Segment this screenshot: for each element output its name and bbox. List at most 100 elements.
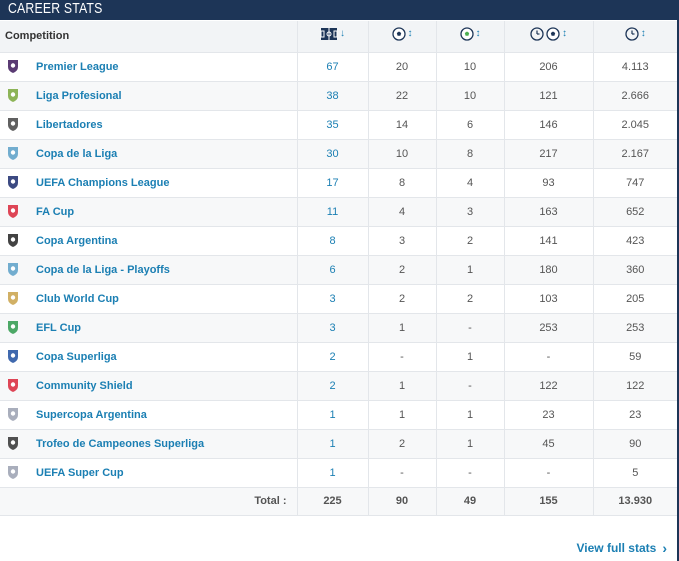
assists-icon — [459, 27, 474, 41]
assists-cell: 2 — [435, 226, 504, 256]
fa-cup-logo — [5, 203, 21, 219]
appearances-cell[interactable]: 2 — [296, 371, 368, 401]
goals-column-header[interactable]: ↕ — [367, 21, 436, 53]
table-row: Trofeo de Campeones Superliga 1 2 1 45 90 — [0, 429, 677, 459]
competition-link[interactable]: Libertadores — [36, 118, 103, 131]
appearances-cell[interactable]: 38 — [296, 81, 368, 111]
competition-link[interactable]: Copa Argentina — [36, 234, 118, 247]
goals-icon — [546, 27, 560, 41]
assists-cell: 2 — [435, 284, 504, 314]
appearances-cell[interactable]: 3 — [296, 313, 368, 343]
competition-link[interactable]: Copa de la Liga - Playoffs — [36, 263, 170, 276]
club-world-cup-logo — [5, 290, 21, 306]
minutes-per-goal-cell: - — [503, 458, 593, 488]
appearances-cell[interactable]: 1 — [296, 458, 368, 488]
minutes-per-goal-cell: 122 — [503, 371, 593, 401]
competition-cell: Trofeo de Campeones Superliga — [0, 429, 297, 459]
table-row: Copa Argentina 8 3 2 141 423 — [0, 226, 677, 256]
appearances-cell[interactable]: 6 — [296, 255, 368, 285]
goals-cell: 4 — [367, 197, 436, 227]
totals-row: Total :225 90 49 155 13.930 — [0, 487, 677, 516]
appearances-cell[interactable]: 17 — [296, 168, 368, 198]
competition-link[interactable]: Premier League — [36, 60, 119, 73]
competition-cell: Club World Cup — [0, 284, 297, 314]
appearances-cell[interactable]: 30 — [296, 139, 368, 169]
chevron-right-icon: › — [662, 540, 667, 556]
goals-cell: 2 — [367, 284, 436, 314]
table-row: Club World Cup 3 2 2 103 205 — [0, 284, 677, 314]
sort-both-icon: ↕ — [407, 27, 413, 39]
appearances-cell[interactable]: 11 — [296, 197, 368, 227]
minutes-per-goal-column-header[interactable]: ↕ — [503, 21, 593, 53]
minutes-played-column-header[interactable]: ↕ — [592, 21, 677, 53]
competition-cell: Copa de la Liga — [0, 139, 297, 169]
goals-cell: 1 — [367, 371, 436, 401]
competition-cell: Premier League — [0, 52, 297, 82]
panel-right-border — [677, 20, 679, 561]
goals-cell: 20 — [367, 52, 436, 82]
appearances-column-header[interactable]: ↓ — [296, 21, 368, 53]
appearances-cell[interactable]: 1 — [296, 400, 368, 430]
clock-icon — [530, 27, 544, 41]
table-row: Copa de la Liga - Playoffs 6 2 1 180 360 — [0, 255, 677, 285]
competition-link[interactable]: UEFA Super Cup — [36, 466, 124, 479]
competition-link[interactable]: Trofeo de Campeones Superliga — [36, 437, 205, 450]
assists-cell: 1 — [435, 429, 504, 459]
appearances-cell[interactable]: 35 — [296, 110, 368, 140]
appearances-cell[interactable]: 1 — [296, 429, 368, 459]
appearances-cell[interactable]: 2 — [296, 342, 368, 372]
appearances-cell[interactable]: 3 — [296, 284, 368, 314]
minutes-played-cell: 23 — [592, 400, 677, 430]
goals-cell: 10 — [367, 139, 436, 169]
assists-cell: 3 — [435, 197, 504, 227]
minutes-per-goal-cell: 163 — [503, 197, 593, 227]
appearances-cell[interactable]: 8 — [296, 226, 368, 256]
assists-cell: 1 — [435, 255, 504, 285]
table-row: Copa Superliga 2-1-59 — [0, 342, 677, 372]
appearances-cell[interactable]: 67 — [296, 52, 368, 82]
copa-superliga-logo — [5, 348, 21, 364]
competition-cell: Community Shield — [0, 371, 297, 401]
total-minutes-per-goal-cell: 155 — [503, 487, 593, 516]
competition-cell: UEFA Super Cup — [0, 458, 297, 488]
competition-link[interactable]: Club World Cup — [36, 292, 119, 305]
assists-cell: - — [435, 371, 504, 401]
assists-column-header[interactable]: ↕ — [435, 21, 504, 53]
minutes-played-cell: 360 — [592, 255, 677, 285]
sort-desc-icon: ↓ — [340, 27, 345, 39]
competition-cell: Copa de la Liga - Playoffs — [0, 255, 297, 285]
table-row: Supercopa Argentina 1 1 1 23 23 — [0, 400, 677, 430]
minutes-played-cell: 5 — [592, 458, 677, 488]
total-appearances-cell: 225 — [296, 487, 368, 516]
competition-link[interactable]: Liga Profesional — [36, 89, 122, 102]
goals-cell: 1 — [367, 400, 436, 430]
minutes-played-cell: 652 — [592, 197, 677, 227]
goals-cell: 1 — [367, 313, 436, 343]
competition-link[interactable]: Supercopa Argentina — [36, 408, 147, 421]
competition-link[interactable]: Copa Superliga — [36, 350, 117, 363]
assists-cell: 10 — [435, 81, 504, 111]
minutes-per-goal-cell: 103 — [503, 284, 593, 314]
minutes-per-goal-cell: 121 — [503, 81, 593, 111]
goals-cell: 2 — [367, 429, 436, 459]
trofeo-de-campeones-logo — [5, 435, 21, 451]
view-full-stats-link[interactable]: View full stats › — [577, 541, 667, 555]
minutes-per-goal-cell: 146 — [503, 110, 593, 140]
total-assists-cell: 49 — [435, 487, 504, 516]
competition-link[interactable]: Community Shield — [36, 379, 133, 392]
goals-icon — [391, 27, 406, 41]
minutes-played-cell: 122 — [592, 371, 677, 401]
goals-cell: 2 — [367, 255, 436, 285]
goals-cell: 8 — [367, 168, 436, 198]
competition-cell: EFL Cup — [0, 313, 297, 343]
competition-link[interactable]: EFL Cup — [36, 321, 82, 334]
libertadores-logo — [5, 116, 21, 132]
section-title: CAREER STATS — [8, 0, 103, 17]
appearances-icon — [320, 27, 338, 40]
competition-link[interactable]: FA Cup — [36, 205, 75, 218]
competition-link[interactable]: Copa de la Liga — [36, 147, 118, 160]
liga-profesional-logo — [5, 87, 21, 103]
competition-link[interactable]: UEFA Champions League — [36, 176, 170, 189]
assists-cell: 1 — [435, 400, 504, 430]
supercopa-argentina-logo — [5, 406, 21, 422]
